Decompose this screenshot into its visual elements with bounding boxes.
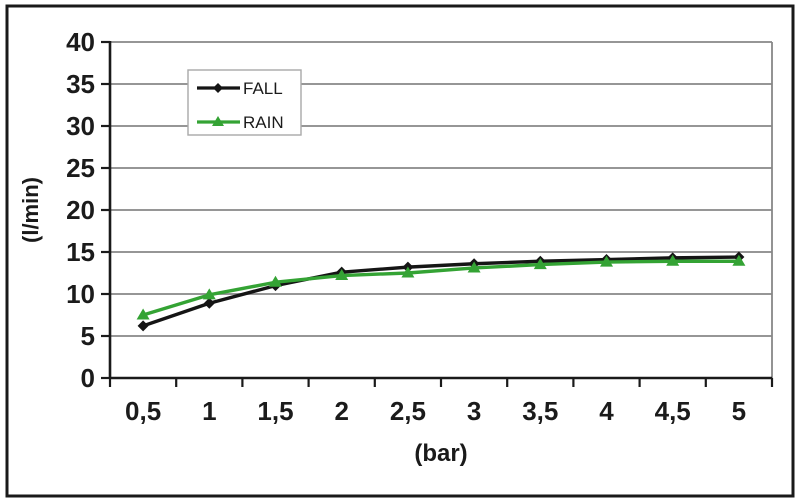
x-tick-label: 1 <box>202 396 216 426</box>
x-tick-label: 3 <box>467 396 481 426</box>
y-tick-label: 15 <box>66 237 95 267</box>
data-point-marker <box>533 258 547 270</box>
series-line <box>142 259 739 317</box>
series-rain <box>136 254 746 320</box>
data-point-marker <box>136 308 150 320</box>
y-axis-title: (l/min) <box>18 177 43 243</box>
data-point-marker <box>212 116 224 126</box>
legend-box <box>187 69 302 136</box>
plot-area: 0 5 10 15 20 25 30 35 40 0,5 1 1,5 2 2,5 3 3,5 4 4,5 5 <box>66 27 774 426</box>
legend-label: RAIN <box>243 113 284 132</box>
legend-label: FALL <box>243 79 283 98</box>
data-point-marker <box>203 297 215 309</box>
data-point-marker <box>732 254 746 266</box>
y-tick-label: 0 <box>81 363 95 393</box>
x-tick-label: 5 <box>732 396 746 426</box>
data-point-marker <box>137 320 149 332</box>
data-point-marker <box>666 254 680 266</box>
data-point-marker <box>600 255 613 267</box>
x-axis-title: (bar) <box>414 440 467 467</box>
y-tick-label: 5 <box>81 321 95 351</box>
figure-border <box>5 4 795 498</box>
x-tick-label: 3,5 <box>522 396 558 426</box>
x-tick-label: 1,5 <box>257 396 293 426</box>
x-tick-label: 4 <box>599 396 614 426</box>
data-point-marker <box>467 261 481 273</box>
y-tick-label: 25 <box>66 153 95 183</box>
x-tick-label: 2 <box>334 396 348 426</box>
y-tick-label: 30 <box>66 111 95 141</box>
legend: FALL RAIN <box>187 69 302 136</box>
data-point-marker <box>213 83 223 93</box>
legend-item-fall: FALL <box>197 79 283 98</box>
series-line <box>142 255 739 328</box>
data-point-marker <box>269 275 282 287</box>
y-tick-label: 35 <box>66 69 95 99</box>
y-tick-label: 20 <box>66 195 95 225</box>
x-tick-label: 0,5 <box>125 396 161 426</box>
y-tick-label: 40 <box>66 27 95 57</box>
series-fall <box>137 251 745 332</box>
data-point-marker <box>202 288 216 300</box>
data-point-marker <box>401 266 415 278</box>
data-point-marker <box>335 269 349 281</box>
y-tick-label: 10 <box>66 279 95 309</box>
x-tick-label: 4,5 <box>655 396 691 426</box>
series-layer <box>136 251 746 332</box>
x-tick-label: 2,5 <box>390 396 426 426</box>
legend-item-rain: RAIN <box>197 113 284 132</box>
